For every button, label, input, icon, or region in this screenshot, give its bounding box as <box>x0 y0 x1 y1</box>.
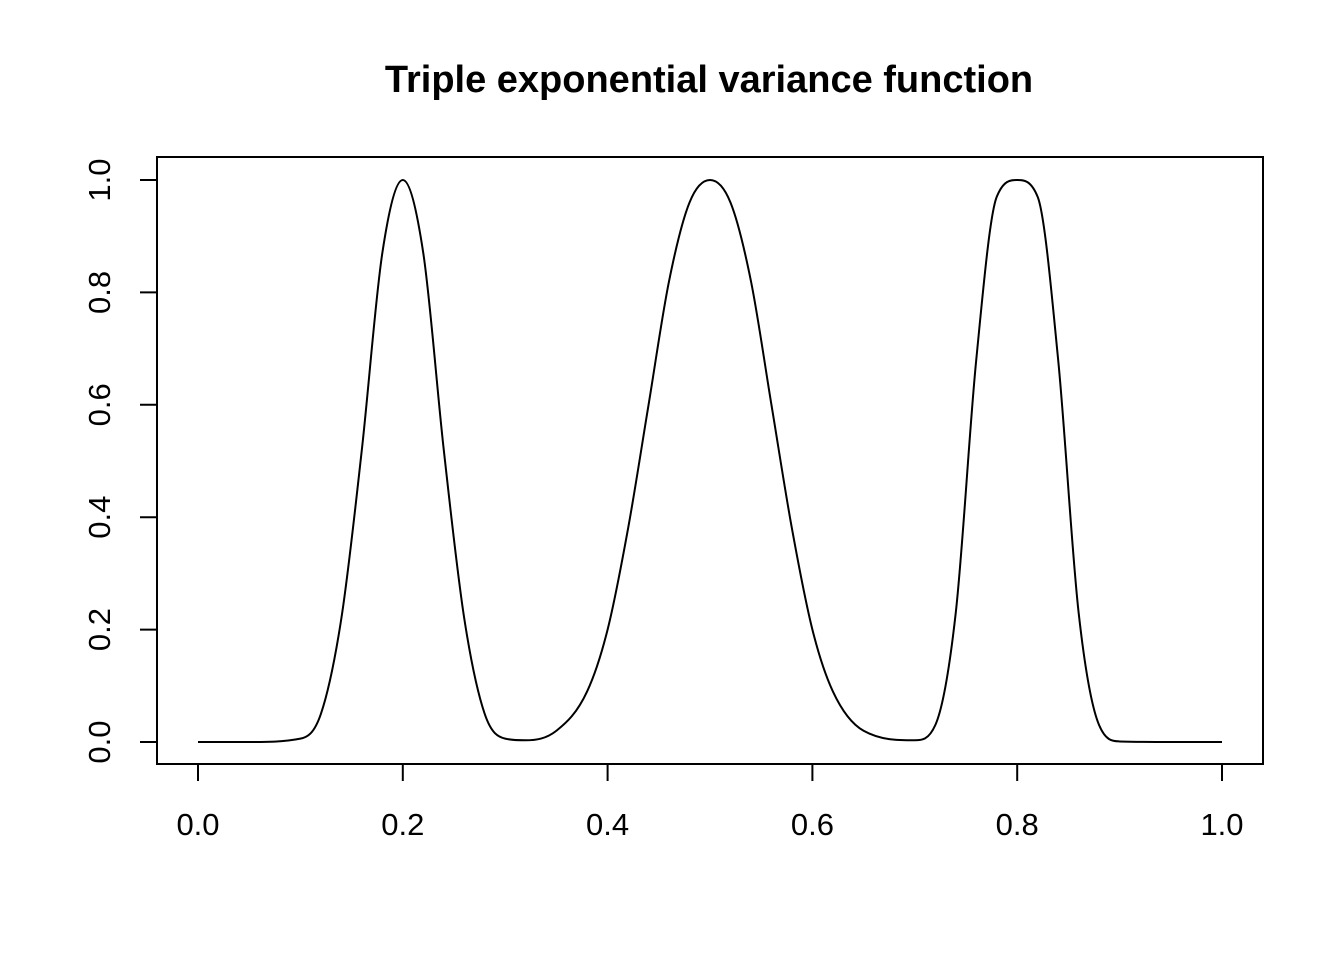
y-tick-label: 0.2 <box>82 608 117 651</box>
x-tick-label: 0.4 <box>586 807 629 842</box>
y-tick-label: 0.0 <box>82 720 117 763</box>
x-tick-label: 0.8 <box>996 807 1039 842</box>
y-tick-label: 0.6 <box>82 383 117 426</box>
x-tick-label: 0.2 <box>381 807 424 842</box>
x-tick-label: 1.0 <box>1200 807 1243 842</box>
y-tick-label: 0.8 <box>82 271 117 314</box>
series-line <box>197 179 1222 743</box>
y-tick-label: 0.4 <box>82 496 117 539</box>
x-axis: 0.0 0.2 0.4 0.6 0.8 1.0 <box>176 763 1244 842</box>
chart-title: Triple exponential variance function <box>385 59 1033 101</box>
x-tick-label: 0.0 <box>176 807 219 842</box>
plot-frame <box>156 156 1264 765</box>
y-tick-label: 1.0 <box>82 158 117 201</box>
y-axis: 0.0 0.2 0.4 0.6 0.8 1.0 <box>82 158 158 764</box>
x-tick-label: 0.6 <box>791 807 834 842</box>
